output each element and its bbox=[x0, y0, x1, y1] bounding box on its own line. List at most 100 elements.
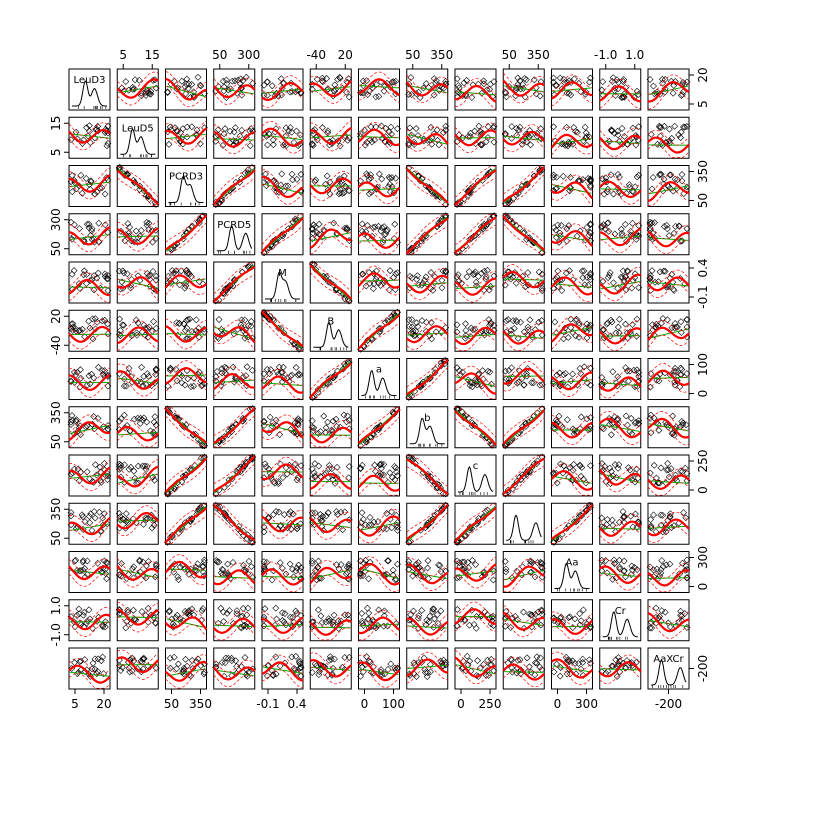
data-point bbox=[319, 512, 327, 520]
spread-line-lower bbox=[503, 174, 545, 207]
data-point bbox=[295, 345, 303, 353]
data-point bbox=[197, 82, 205, 90]
data-point bbox=[472, 377, 480, 385]
data-point bbox=[93, 670, 101, 678]
linear-fit-line bbox=[214, 326, 254, 340]
data-point bbox=[282, 132, 290, 139]
data-point bbox=[490, 78, 498, 85]
data-point bbox=[390, 310, 398, 318]
data-point bbox=[104, 229, 112, 236]
loess-fit-line bbox=[599, 85, 641, 103]
loess-fit-line bbox=[406, 274, 449, 294]
data-point bbox=[442, 78, 450, 85]
data-point bbox=[292, 88, 300, 96]
data-point bbox=[559, 140, 567, 148]
data-point bbox=[438, 659, 446, 667]
loess-fit-line bbox=[551, 81, 593, 100]
data-point bbox=[278, 378, 286, 386]
data-point bbox=[566, 613, 574, 621]
data-point bbox=[365, 609, 373, 617]
data-point bbox=[83, 381, 91, 389]
data-point bbox=[115, 606, 123, 613]
panel-frame bbox=[406, 213, 449, 256]
loess-fit-line bbox=[357, 181, 401, 198]
bottom-axis-tick-label: 300 bbox=[575, 697, 598, 711]
data-point bbox=[196, 140, 204, 148]
data-point bbox=[526, 610, 533, 618]
data-point bbox=[145, 558, 152, 565]
loess-fit-line bbox=[502, 270, 546, 289]
data-point bbox=[68, 416, 76, 424]
density-curve bbox=[313, 321, 349, 348]
data-point bbox=[79, 513, 87, 521]
data-point bbox=[166, 664, 174, 672]
data-point bbox=[392, 90, 400, 98]
data-point bbox=[621, 133, 628, 140]
data-point bbox=[562, 370, 570, 377]
data-point bbox=[121, 237, 129, 245]
data-point bbox=[609, 575, 617, 583]
data-point bbox=[388, 78, 396, 86]
panel-frame bbox=[454, 358, 497, 400]
data-point bbox=[78, 189, 86, 197]
data-point bbox=[486, 85, 494, 93]
data-point bbox=[681, 123, 689, 131]
data-point bbox=[95, 508, 103, 516]
data-point bbox=[566, 267, 573, 275]
spread-line-upper bbox=[358, 508, 400, 529]
spread-line-upper bbox=[647, 269, 690, 284]
data-point bbox=[264, 141, 271, 149]
data-point bbox=[433, 611, 441, 618]
data-point bbox=[654, 140, 661, 148]
spread-line-lower bbox=[406, 176, 448, 207]
panel-frame bbox=[551, 213, 593, 256]
data-point bbox=[217, 604, 225, 612]
spread-line-lower bbox=[647, 144, 690, 158]
data-point bbox=[600, 326, 607, 334]
data-point bbox=[245, 322, 252, 330]
data-point bbox=[587, 271, 594, 279]
data-point bbox=[228, 520, 236, 527]
spread-line-upper bbox=[551, 223, 593, 240]
spread-line-upper bbox=[310, 420, 352, 436]
data-point bbox=[357, 465, 364, 473]
data-point bbox=[90, 286, 98, 294]
data-point bbox=[587, 182, 594, 189]
data-point bbox=[358, 619, 366, 627]
data-point bbox=[614, 373, 622, 381]
data-point bbox=[379, 238, 387, 246]
data-point bbox=[297, 520, 305, 528]
data-point bbox=[88, 225, 96, 233]
panel-frame bbox=[502, 309, 545, 352]
data-point bbox=[659, 79, 666, 87]
data-point bbox=[273, 615, 280, 623]
data-point bbox=[188, 605, 196, 613]
data-point bbox=[147, 427, 154, 435]
data-point bbox=[85, 606, 93, 614]
loess-fit-line bbox=[647, 474, 690, 491]
spread-line-upper bbox=[213, 262, 255, 295]
linear-fit-line bbox=[407, 332, 447, 336]
data-point bbox=[178, 379, 186, 387]
data-point bbox=[188, 123, 196, 131]
data-point bbox=[550, 668, 558, 676]
spread-line-lower bbox=[213, 381, 255, 397]
data-point bbox=[68, 412, 76, 419]
data-point bbox=[652, 320, 660, 328]
data-point bbox=[245, 557, 253, 565]
data-point bbox=[308, 669, 316, 676]
data-point bbox=[513, 318, 521, 326]
spread-line-lower bbox=[647, 526, 690, 544]
data-point bbox=[655, 426, 663, 434]
spread-line-upper bbox=[406, 74, 449, 89]
data-point bbox=[228, 654, 235, 662]
spread-line-lower bbox=[503, 417, 545, 448]
data-point bbox=[435, 561, 442, 569]
data-point bbox=[78, 511, 86, 519]
panel-frame bbox=[309, 116, 352, 159]
loess-fit-line bbox=[68, 278, 110, 297]
data-point bbox=[315, 230, 323, 238]
spread-line-lower bbox=[213, 92, 256, 105]
loess-fit-line bbox=[550, 658, 594, 679]
top-axis-tick-label: 350 bbox=[430, 48, 453, 62]
